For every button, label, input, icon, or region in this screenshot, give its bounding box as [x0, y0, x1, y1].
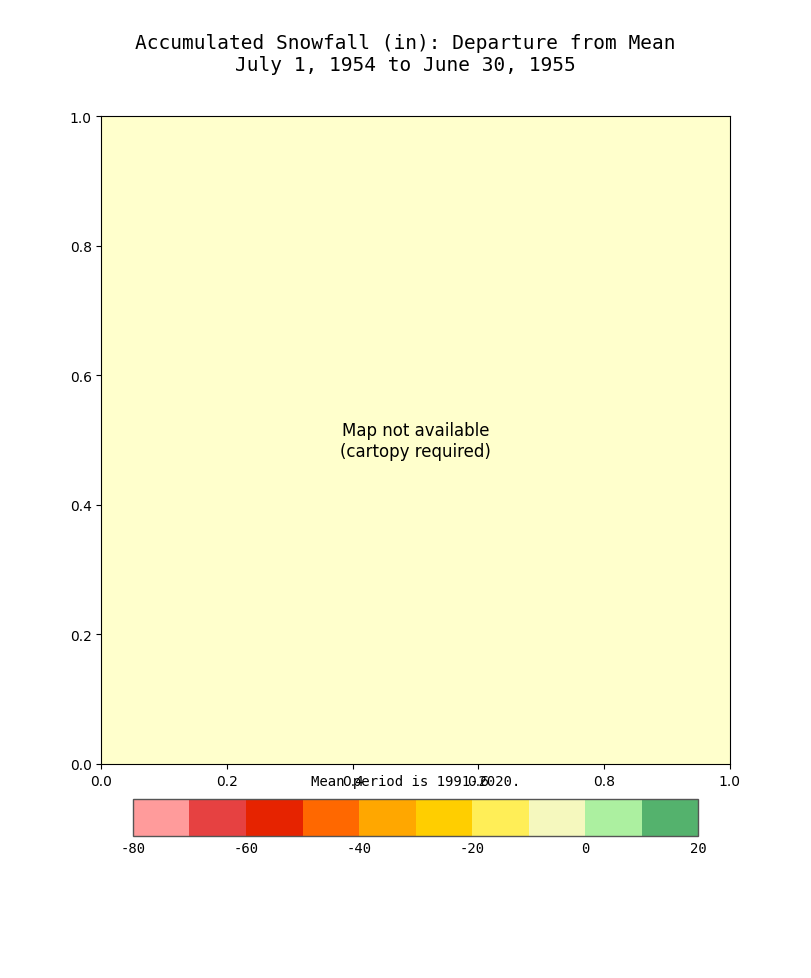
- Bar: [190, 799, 246, 836]
- Text: Accumulated Snowfall (in): Departure from Mean: Accumulated Snowfall (in): Departure fro…: [135, 34, 676, 53]
- Text: -60: -60: [234, 841, 259, 855]
- Text: Map not available
(cartopy required): Map not available (cartopy required): [340, 422, 491, 460]
- Text: 0: 0: [581, 841, 590, 855]
- Bar: [133, 799, 698, 836]
- Text: -40: -40: [346, 841, 371, 855]
- Text: July 1, 1954 to June 30, 1955: July 1, 1954 to June 30, 1955: [235, 56, 576, 74]
- Bar: [529, 799, 586, 836]
- Bar: [586, 799, 642, 836]
- Bar: [642, 799, 698, 836]
- Text: Mean period is 1991-2020.: Mean period is 1991-2020.: [311, 775, 521, 788]
- Text: -20: -20: [460, 841, 485, 855]
- Bar: [303, 799, 359, 836]
- Text: 20: 20: [690, 841, 707, 855]
- Bar: [246, 799, 303, 836]
- Bar: [359, 799, 415, 836]
- Text: -80: -80: [120, 841, 145, 855]
- Bar: [133, 799, 190, 836]
- Bar: [415, 799, 472, 836]
- Bar: [472, 799, 529, 836]
